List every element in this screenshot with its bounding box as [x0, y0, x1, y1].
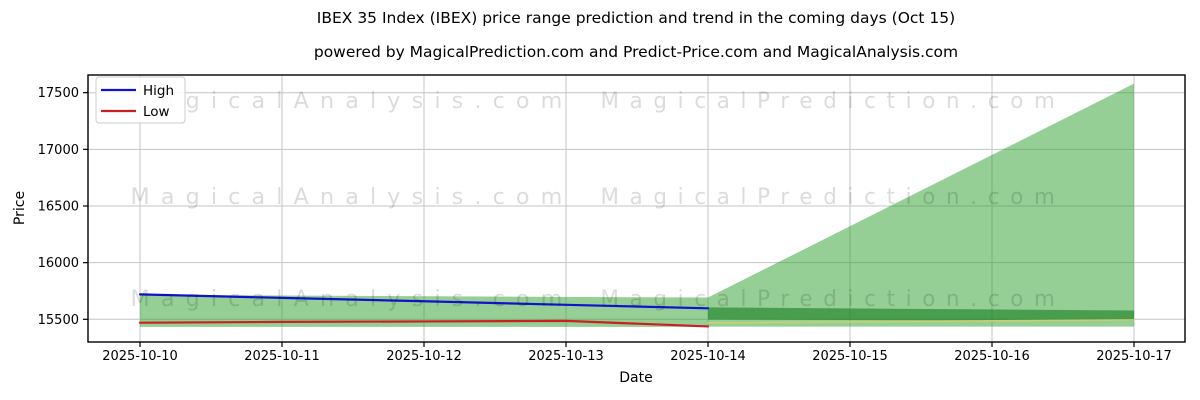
y-tick-label: 17000 [38, 143, 79, 158]
series-lines [138, 293, 1135, 328]
x-tick-label: 2025-10-10 [102, 349, 178, 364]
x-tick-label: 2025-10-17 [1096, 349, 1172, 364]
watermark-text: MagicalPrediction.com [601, 185, 1066, 210]
legend-low-label: Low [143, 104, 170, 120]
y-axis-label: Price [12, 191, 28, 225]
watermark-text: MagicalAnalysis.com [131, 89, 574, 114]
y-tick-label: 16000 [38, 256, 79, 271]
band-forecast-range-fan [708, 83, 1134, 327]
x-tick-label: 2025-10-13 [528, 349, 604, 364]
watermark-layer: MagicalAnalysis.com MagicalPrediction.com… [131, 89, 1066, 312]
x-tick-label: 2025-10-15 [812, 349, 888, 364]
x-tick-label: 2025-10-11 [244, 349, 320, 364]
watermark-text: MagicalPrediction.com [601, 89, 1066, 114]
watermark-text: MagicalAnalysis.com [131, 185, 574, 210]
series-line-high [138, 293, 710, 310]
plot-border [87, 74, 1186, 343]
prediction-bands [140, 83, 1134, 327]
legend-high-label: High [143, 83, 174, 99]
legend-box: High Low [95, 76, 186, 124]
x-tick-label: 2025-10-12 [386, 349, 462, 364]
axis-ticks: 15500 16000 16500 17000 17500 2025-10-10 2025-… [38, 86, 1172, 364]
series-line-forecast-trend [707, 319, 1135, 324]
y-tick-label: 15500 [38, 313, 79, 328]
page-subtitle: powered by MagicalPrediction.com and Pre… [314, 43, 958, 61]
watermark-text: MagicalPrediction.com [601, 287, 1066, 312]
band-forecast-core-band [708, 307, 1134, 321]
x-tick-label: 2025-10-14 [670, 349, 746, 364]
page-title: IBEX 35 Index (IBEX) price range predict… [317, 9, 955, 27]
x-axis-label: Date [619, 370, 652, 386]
watermark-text: MagicalAnalysis.com [131, 287, 574, 312]
y-tick-label: 16500 [38, 200, 79, 215]
y-tick-label: 17500 [38, 86, 79, 101]
band-history-range [140, 294, 708, 327]
x-tick-label: 2025-10-16 [954, 349, 1030, 364]
series-line-low [138, 319, 710, 328]
